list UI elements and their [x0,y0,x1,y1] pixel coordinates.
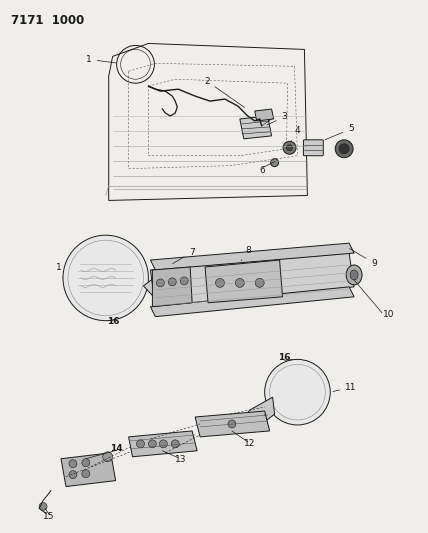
Polygon shape [152,267,192,306]
Circle shape [215,278,224,287]
Circle shape [235,278,244,287]
Text: 7: 7 [172,248,195,264]
Text: 11: 11 [333,383,357,392]
Circle shape [286,145,292,151]
Circle shape [149,440,156,448]
Text: 6: 6 [260,166,265,175]
Text: 1: 1 [86,55,116,64]
Text: 16: 16 [278,353,291,362]
FancyBboxPatch shape [303,140,323,156]
Circle shape [156,279,164,287]
Text: 4: 4 [291,126,300,141]
Circle shape [339,144,349,154]
Text: 10: 10 [383,310,395,319]
Circle shape [180,277,188,285]
Text: 8: 8 [241,246,251,261]
Text: 5: 5 [325,124,354,140]
Polygon shape [255,109,273,121]
Polygon shape [205,260,282,303]
Circle shape [69,460,77,467]
Polygon shape [128,431,197,457]
Polygon shape [237,397,275,430]
Text: 16: 16 [107,317,120,326]
Text: 13: 13 [175,455,186,464]
Circle shape [168,278,176,286]
Circle shape [270,159,279,167]
Text: 1: 1 [56,263,63,278]
Circle shape [255,278,264,287]
Circle shape [171,440,179,448]
Circle shape [335,140,353,158]
Circle shape [39,503,47,511]
Ellipse shape [346,265,362,285]
Text: 12: 12 [244,439,256,448]
Text: 14: 14 [110,445,123,453]
Circle shape [137,440,145,448]
Polygon shape [195,411,270,437]
Polygon shape [240,116,272,139]
Polygon shape [150,287,354,317]
Circle shape [265,359,330,425]
Circle shape [82,459,90,467]
Circle shape [82,470,90,478]
Polygon shape [150,253,354,306]
Circle shape [159,440,167,448]
Text: 7171  1000: 7171 1000 [11,14,85,27]
Circle shape [228,420,236,428]
Polygon shape [150,243,354,270]
Circle shape [63,235,149,321]
Text: 15: 15 [43,512,55,521]
Text: 2: 2 [204,77,244,108]
Polygon shape [143,270,178,300]
Text: 3: 3 [267,112,288,125]
Polygon shape [61,453,116,487]
Circle shape [283,141,296,154]
Ellipse shape [350,270,358,280]
Circle shape [103,452,113,462]
Text: 9: 9 [350,248,377,268]
Circle shape [69,471,77,479]
